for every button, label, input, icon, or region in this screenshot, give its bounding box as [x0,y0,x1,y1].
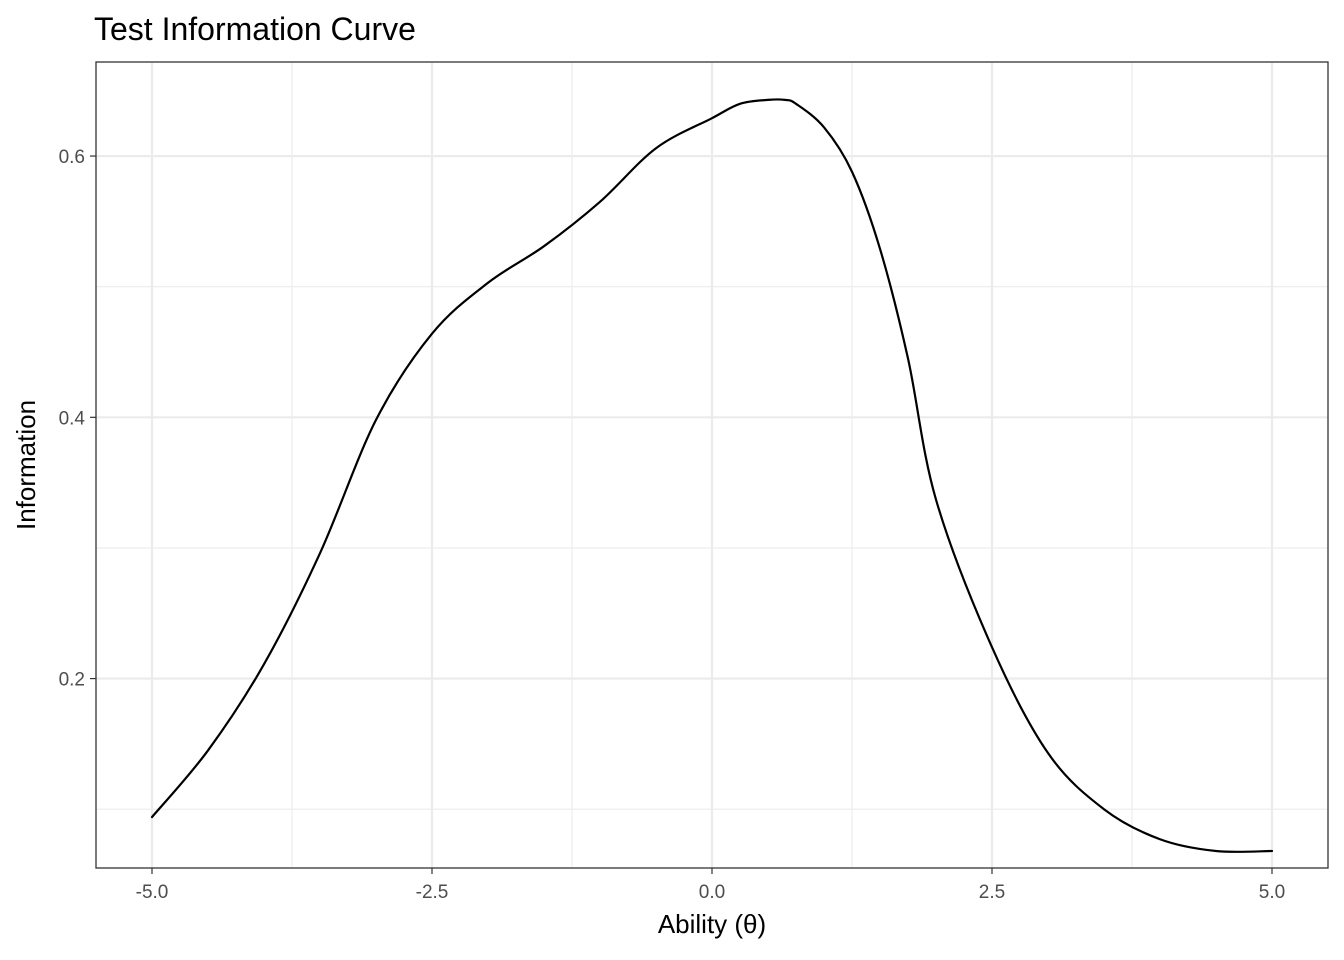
y-tick-label: 0.6 [59,147,85,168]
plot-area [150,98,1274,853]
x-tick-label: 2.5 [979,882,1005,903]
x-tick-label: 5.0 [1259,882,1285,903]
y-tick-label: 0.4 [59,408,86,429]
x-tick-label: -2.5 [416,882,449,903]
x-tick-label: -5.0 [136,882,169,903]
information-curve [150,98,1274,853]
axis-ticks: -5.0 -2.5 0.0 2.5 5.0 0.2 0.4 0.6 [59,147,1286,903]
y-axis-title: Information [11,400,41,530]
grid [96,62,1328,868]
x-axis-title: Ability (θ) [658,909,766,939]
x-tick-label: 0.0 [699,882,725,903]
chart-title: Test Information Curve [94,11,416,47]
y-tick-label: 0.2 [59,670,85,691]
